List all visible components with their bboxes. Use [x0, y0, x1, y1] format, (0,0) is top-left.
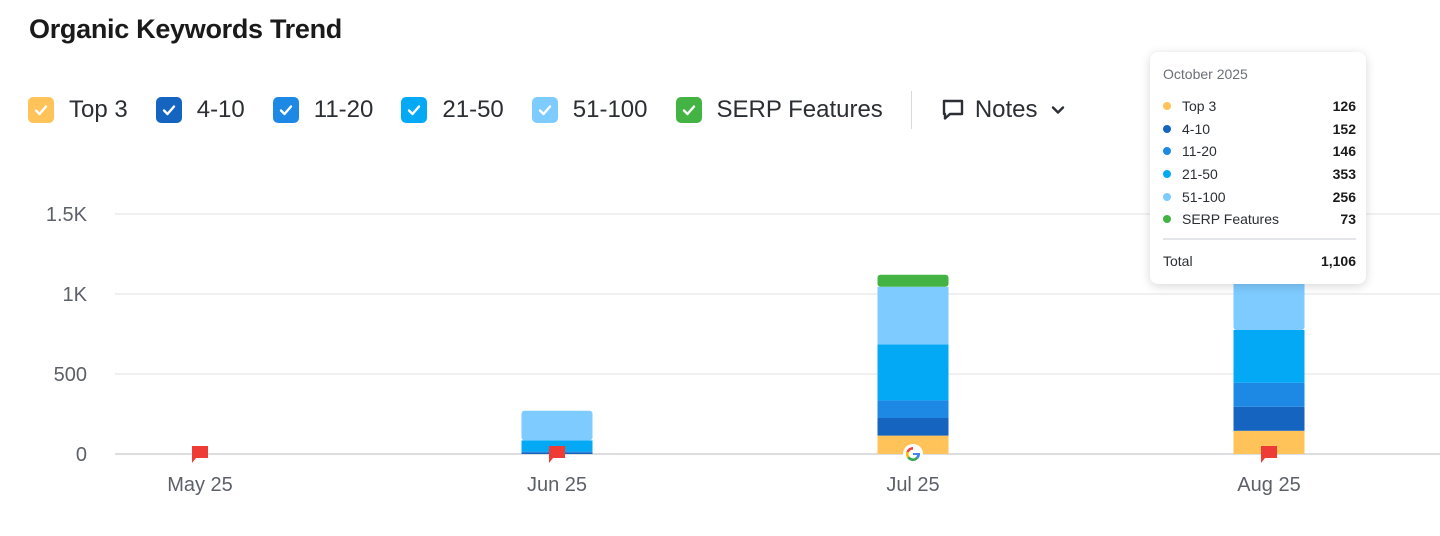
- legend-label: 51-100: [572, 96, 648, 123]
- y-tick-label: 500: [54, 364, 87, 386]
- checkbox-checked-icon: [272, 97, 299, 123]
- legend-divider: [910, 91, 912, 129]
- bar-segment: [877, 400, 949, 418]
- x-tick-label: Jun 25: [527, 474, 587, 496]
- legend-label: 21-50: [442, 96, 504, 123]
- note-flag-icon: [192, 446, 208, 463]
- chart-title: Organic Keywords Trend: [29, 14, 342, 44]
- google-icon-green: [907, 456, 919, 461]
- notes-label: Notes: [974, 96, 1038, 123]
- tooltip-row-value: 152: [1332, 120, 1356, 137]
- legend-label: 4-10: [196, 96, 245, 123]
- y-tick-label: 1K: [63, 284, 88, 306]
- tooltip-row: SERP Features 73: [1163, 208, 1356, 231]
- tooltip-row: 51-100 256: [1163, 185, 1356, 208]
- checkbox-checked-icon: [155, 97, 182, 123]
- series-dot: [1163, 147, 1171, 156]
- tooltip-total-label: Total: [1163, 253, 1193, 269]
- bar-segment: [877, 344, 949, 401]
- tooltip-title: October 2025: [1163, 66, 1248, 82]
- tooltip-row: 4-10 152: [1163, 118, 1356, 141]
- tooltip-row-name: Top 3: [1182, 98, 1217, 115]
- tooltip-total: Total 1,106: [1163, 250, 1356, 272]
- bar-segment: [521, 410, 593, 441]
- chevron-down-icon: [1051, 106, 1064, 114]
- note-flag-icon: [549, 446, 565, 463]
- checkbox-checked-icon: [675, 97, 702, 123]
- legend-item-serp-features[interactable]: SERP Features: [675, 96, 883, 124]
- bar-segment: [1233, 382, 1305, 407]
- x-tick-label: Jul 25: [886, 474, 939, 496]
- tooltip-row-value: 126: [1332, 98, 1356, 115]
- google-icon: [903, 444, 923, 464]
- comment-icon: [942, 99, 964, 120]
- y-tick-label: 0: [76, 444, 87, 466]
- tooltip-row-name: 4-10: [1182, 120, 1211, 137]
- series-dot: [1163, 102, 1171, 111]
- x-tick-label: Aug 25: [1237, 474, 1300, 496]
- legend-item-11-20[interactable]: 11-20: [272, 96, 374, 124]
- bar-segment: [877, 274, 949, 287]
- tooltip-row: 21-50 353: [1163, 163, 1356, 186]
- tooltip-total-value: 1,106: [1320, 253, 1356, 269]
- legend-label: SERP Features: [716, 96, 883, 123]
- tooltip-row-value: 146: [1332, 143, 1356, 160]
- google-icon-blue: [913, 453, 921, 459]
- chart-tooltip: October 2025 Top 3 126 4-10 152 11-20 14…: [1150, 52, 1366, 284]
- tooltip-row-name: 11-20: [1182, 143, 1217, 160]
- google-icon-red: [906, 447, 913, 452]
- x-tick-label: May 25: [167, 474, 233, 496]
- bar-segment: [1233, 406, 1305, 431]
- checkbox-checked-icon: [28, 97, 54, 123]
- series-dot: [1163, 215, 1171, 224]
- note-flag-shape: [192, 446, 208, 463]
- series-dot: [1163, 192, 1171, 201]
- notes-dropdown[interactable]: Notes: [940, 96, 1068, 124]
- series-dot: [1163, 124, 1171, 133]
- bar-segment: [877, 286, 949, 345]
- bar-segment: [1233, 430, 1305, 454]
- legend-item-21-50[interactable]: 21-50: [401, 96, 504, 124]
- legend-item-top3[interactable]: Top 3: [28, 96, 128, 124]
- checkbox-checked-icon: [401, 97, 428, 123]
- tooltip-row-value: 73: [1340, 211, 1356, 228]
- legend-label: 11-20: [313, 96, 374, 123]
- bar-segment: [1233, 330, 1305, 383]
- tooltip-row-value: 353: [1332, 166, 1356, 183]
- note-flag-icon: [1261, 446, 1277, 463]
- chart-legend: Top 3 4-10 11-20 21-50 51-100 SERP Featu…: [28, 88, 1068, 132]
- tooltip-row-name: 51-100: [1182, 188, 1226, 205]
- tooltip-row-name: 21-50: [1182, 166, 1218, 183]
- note-flag-shape: [1261, 446, 1277, 463]
- google-icon-yellow: [905, 452, 910, 458]
- checkbox-checked-icon: [531, 97, 558, 123]
- tooltip-divider: [1163, 238, 1356, 240]
- tooltip-row: Top 3 126: [1163, 95, 1356, 118]
- tooltip-row-name: SERP Features: [1182, 211, 1280, 228]
- legend-label: Top 3: [69, 96, 128, 123]
- tooltip-row-value: 256: [1332, 188, 1356, 205]
- series-dot: [1163, 170, 1171, 179]
- tooltip-rows: Top 3 126 4-10 152 11-20 146 21-50 353 5…: [1163, 95, 1356, 231]
- note-flag-shape: [549, 446, 565, 463]
- bar-segment: [877, 418, 949, 436]
- y-tick-label: 1.5K: [46, 204, 88, 226]
- legend-item-51-100[interactable]: 51-100: [531, 96, 648, 124]
- tooltip-row: 11-20 146: [1163, 140, 1356, 163]
- bar-segment: [1233, 280, 1305, 330]
- legend-item-4-10[interactable]: 4-10: [155, 96, 245, 124]
